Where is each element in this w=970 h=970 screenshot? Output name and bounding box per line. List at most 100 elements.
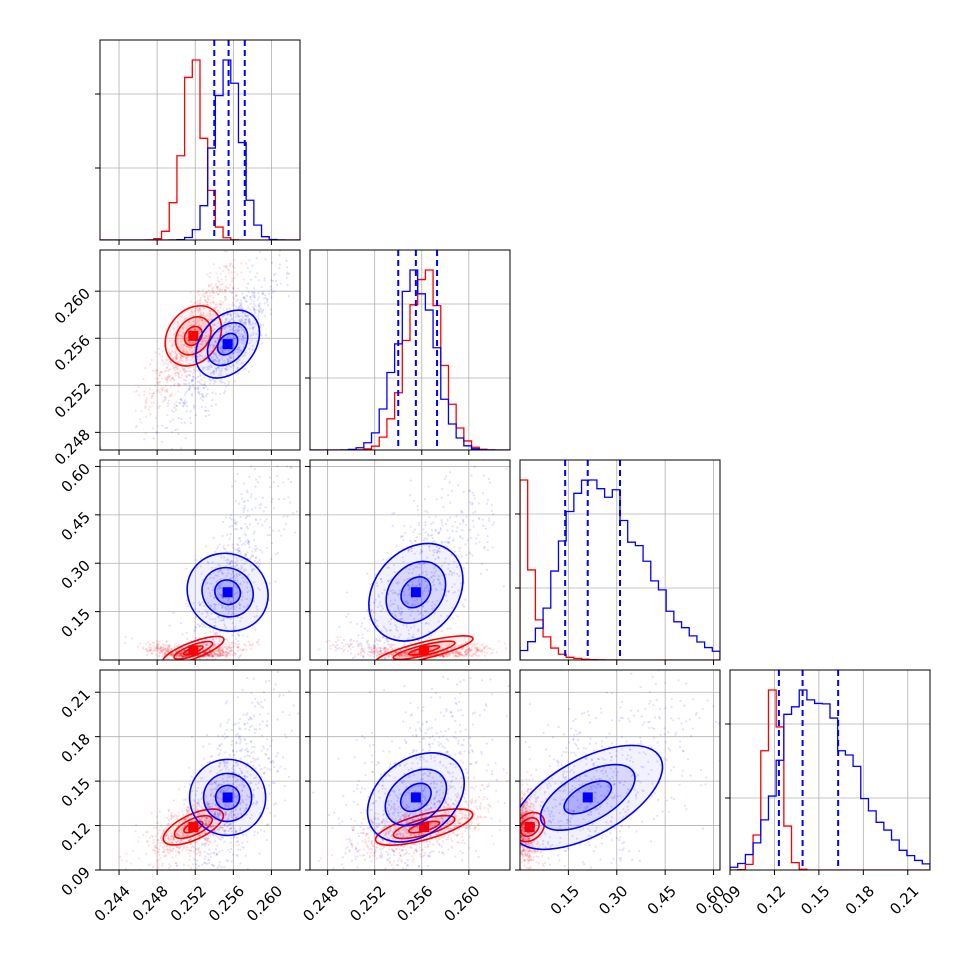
- scatter-point: [164, 649, 167, 652]
- scatter-point: [230, 810, 233, 814]
- scatter-point: [253, 530, 256, 533]
- scatter-point: [442, 655, 446, 658]
- scatter-point: [209, 309, 212, 312]
- scatter-point: [182, 404, 185, 407]
- scatter-point: [216, 359, 219, 363]
- scatter-point: [451, 652, 455, 656]
- scatter-point: [160, 386, 163, 390]
- scatter-point: [419, 548, 423, 552]
- scatter-point: [180, 655, 183, 658]
- scatter-point: [382, 647, 385, 650]
- scatter-point: [233, 276, 236, 279]
- scatter-point: [215, 650, 218, 653]
- scatter-point: [219, 826, 222, 829]
- scatter-point: [241, 497, 244, 500]
- scatter-point: [194, 626, 197, 629]
- scatter-point: [198, 661, 200, 663]
- scatter-point: [162, 832, 165, 835]
- scatter-point: [228, 290, 232, 294]
- scatter-point: [234, 521, 237, 524]
- scatter-point: [179, 402, 182, 405]
- scatter-point: [208, 654, 211, 657]
- contour-level-3: [186, 552, 269, 633]
- scatter-point: [200, 816, 203, 819]
- scatter-point: [218, 650, 221, 653]
- scatter-point: [197, 327, 200, 330]
- scatter-point: [488, 647, 491, 650]
- scatter-point: [407, 655, 410, 658]
- scatter-point: [181, 633, 184, 636]
- scatter-point: [424, 521, 427, 524]
- scatter-point: [437, 532, 440, 535]
- scatter-point: [187, 387, 191, 390]
- scatter-point: [174, 408, 178, 411]
- scatter-point: [200, 650, 203, 654]
- scatter-point: [197, 610, 201, 613]
- scatter-point: [195, 558, 198, 562]
- scatter-point: [199, 602, 202, 605]
- scatter-point: [478, 648, 481, 651]
- scatter-point: [399, 650, 402, 653]
- scatter-point: [146, 874, 148, 876]
- scatter-point: [226, 533, 229, 536]
- scatter-point: [187, 367, 190, 370]
- scatter-point: [258, 304, 261, 307]
- scatter-point: [446, 655, 449, 658]
- scatter-point: [208, 802, 211, 805]
- scatter-point: [163, 854, 166, 858]
- scatter-point: [247, 540, 250, 544]
- scatter-point: [181, 374, 184, 377]
- scatter-point: [257, 638, 261, 641]
- scatter-point: [209, 841, 212, 844]
- scatter-point: [229, 649, 233, 653]
- scatter-point: [183, 307, 186, 310]
- scatter-point: [439, 528, 443, 531]
- scatter-point: [233, 297, 236, 301]
- scatter-point: [437, 620, 440, 623]
- scatter-point: [250, 672, 252, 674]
- scatter-point: [168, 721, 170, 723]
- scatter-point: [262, 510, 265, 513]
- scatter-point: [246, 586, 249, 589]
- scatter-point: [338, 625, 341, 628]
- scatter-point: [453, 583, 456, 586]
- scatter-point: [211, 652, 214, 655]
- scatter-point: [361, 636, 364, 640]
- scatter-point: [412, 633, 415, 636]
- scatter-point: [170, 817, 173, 821]
- scatter-point: [421, 614, 425, 617]
- scatter-point: [471, 644, 474, 647]
- scatter-point: [248, 327, 251, 330]
- scatter-point: [379, 577, 382, 581]
- scatter-point: [161, 371, 164, 374]
- scatter-point: [171, 653, 174, 657]
- scatter-point: [184, 817, 188, 820]
- scatter-point: [234, 565, 237, 569]
- scatter-point: [236, 591, 239, 594]
- scatter-point: [393, 591, 396, 594]
- scatter-point: [216, 337, 220, 341]
- scatter-point: [456, 572, 459, 575]
- scatter-point: [362, 656, 365, 659]
- scatter-point: [370, 651, 373, 654]
- scatter-point: [391, 644, 394, 647]
- scatter-point: [237, 843, 240, 846]
- scatter-point: [442, 655, 445, 658]
- scatter-point: [172, 366, 175, 369]
- scatter-point: [182, 847, 185, 850]
- panel-frame: [99, 39, 301, 241]
- scatter-point: [231, 286, 234, 290]
- scatter-point: [193, 810, 196, 813]
- scatter-point: [403, 579, 406, 582]
- scatter-point: [210, 349, 213, 353]
- scatter-point: [216, 796, 219, 799]
- scatter-point: [200, 842, 203, 845]
- scatter-point: [241, 311, 244, 314]
- scatter-point: [213, 650, 216, 653]
- scatter-point: [396, 604, 400, 607]
- scatter-point: [244, 318, 247, 321]
- scatter-point: [170, 392, 173, 395]
- scatter-point: [197, 817, 200, 820]
- scatter-point: [180, 654, 183, 657]
- scatter-point: [320, 720, 322, 722]
